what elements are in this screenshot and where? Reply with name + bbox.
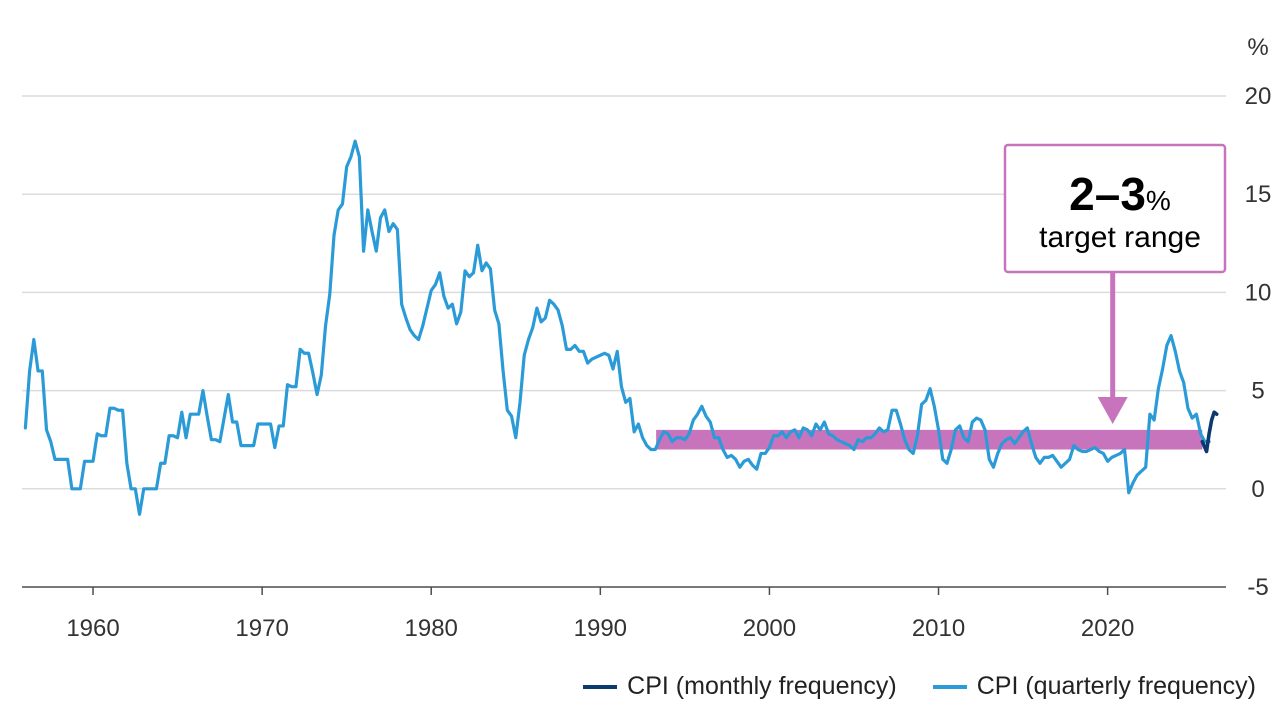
y-tick-label-10: 10: [1245, 279, 1272, 306]
legend: CPI (monthly frequency) CPI (quarterly f…: [547, 672, 1256, 701]
series-lines: [23, 139, 1219, 516]
series-line-0: [23, 139, 1211, 516]
x-tick-label-1980: 1980: [405, 615, 458, 642]
x-tick-label-1990: 1990: [574, 615, 627, 642]
y-tick-label-15: 15: [1245, 181, 1272, 208]
x-tick-label-2000: 2000: [743, 615, 796, 642]
annotation-box: [1003, 143, 1227, 274]
x-tick-label-1960: 1960: [66, 615, 119, 642]
x-tick-label-2020: 2020: [1081, 615, 1134, 642]
target-annotation: 2–3%target range: [1003, 143, 1227, 424]
annotation-range: 2–3: [1069, 168, 1146, 220]
y-tick-label-5: 5: [1251, 378, 1264, 405]
legend-label-monthly: CPI (monthly frequency): [627, 672, 897, 700]
legend-swatch-quarterly: [932, 684, 967, 689]
target-band: [656, 429, 1203, 450]
legend-label-quarterly: CPI (quarterly frequency): [976, 672, 1256, 700]
axes: -5 0 5 10 15 20 1960 1970 1980 1990 2000 2010 2020: [22, 83, 1271, 642]
annotation-arrow-head: [1097, 397, 1128, 424]
y-tick-label-20: 20: [1245, 83, 1272, 110]
legend-swatch-monthly: [583, 684, 618, 689]
series-line-1: [1200, 410, 1219, 454]
target-band-rect: [656, 429, 1203, 450]
annotation-subtitle: target range: [1039, 221, 1201, 254]
x-tick-label-1970: 1970: [235, 615, 288, 642]
unit-label: %: [1247, 34, 1268, 61]
annotation-percent: %: [1146, 185, 1171, 216]
y-tick-label-0: 0: [1251, 476, 1264, 503]
annotation-headline: 2–3%: [1069, 168, 1171, 220]
legend-item-monthly: CPI (monthly frequency): [583, 672, 897, 701]
x-tick-label-2010: 2010: [912, 615, 965, 642]
y-tick-label--5: -5: [1247, 574, 1268, 601]
legend-item-quarterly: CPI (quarterly frequency): [932, 672, 1256, 701]
